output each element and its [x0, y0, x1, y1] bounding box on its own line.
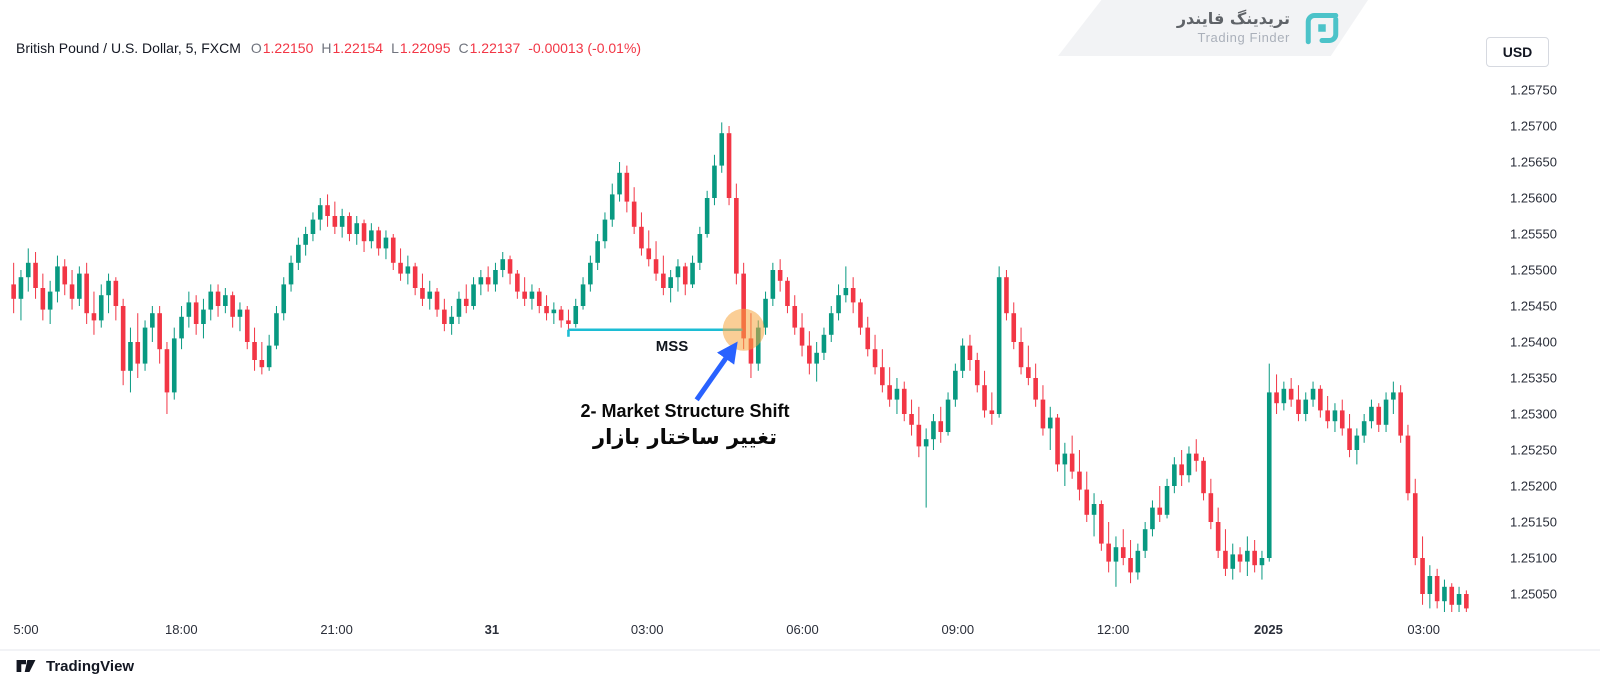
- svg-text:1.25700: 1.25700: [1510, 119, 1557, 134]
- svg-text:1.25750: 1.25750: [1510, 83, 1557, 98]
- svg-text:1.25250: 1.25250: [1510, 443, 1557, 458]
- currency-button[interactable]: USD: [1486, 37, 1549, 67]
- tradingview-brand-label[interactable]: TradingView: [46, 657, 135, 675]
- trading-finder-logo-icon: [1305, 13, 1339, 45]
- brand-watermark-band: [1058, 0, 1368, 56]
- svg-text:1.25350: 1.25350: [1510, 371, 1557, 386]
- tradingview-attribution: TradingView: [14, 654, 134, 678]
- svg-text:12:00: 12:00: [1097, 622, 1130, 637]
- trading-finder-name-en: Trading Finder: [1197, 29, 1290, 45]
- market-structure-shift-label: 2- Market Structure Shift: [580, 401, 790, 421]
- trading-finder-brand: تریدینگ فایندر Trading Finder: [1177, 8, 1342, 48]
- svg-text:1.25600: 1.25600: [1510, 191, 1557, 206]
- svg-text:5:00: 5:00: [13, 622, 38, 637]
- high-label: H: [321, 40, 332, 56]
- pointer-arrow[interactable]: [694, 341, 738, 402]
- trading-finder-name-fa: تریدینگ فایندر: [1176, 9, 1290, 29]
- low-label: L: [391, 40, 399, 56]
- svg-text:2025: 2025: [1254, 622, 1283, 637]
- svg-text:1.25650: 1.25650: [1510, 155, 1557, 170]
- svg-text:1.25500: 1.25500: [1510, 263, 1557, 278]
- tradingview-logo-icon[interactable]: [14, 654, 38, 678]
- svg-text:09:00: 09:00: [942, 622, 975, 637]
- svg-text:03:00: 03:00: [1407, 622, 1440, 637]
- time-axis[interactable]: 5:00 18:00 21:00 31 03:00 06:00 09:00 12:00 2025…: [13, 622, 1440, 637]
- market-structure-shift-label-fa: تغییر ساختار بازار: [593, 425, 777, 449]
- candles: [11, 122, 1469, 612]
- close-label: C: [458, 40, 469, 56]
- svg-text:21:00: 21:00: [320, 622, 353, 637]
- svg-text:1.25550: 1.25550: [1510, 227, 1557, 242]
- ohlc-readout: O 1.22150 H 1.22154 L 1.22095 C 1.22137 -0.0…: [251, 40, 641, 56]
- svg-text:1.25200: 1.25200: [1510, 479, 1557, 494]
- mss-line-drawing[interactable]: [567, 328, 743, 337]
- close-value: 1.22137: [469, 40, 521, 56]
- svg-text:06:00: 06:00: [786, 622, 819, 637]
- mss-label: MSS: [655, 338, 689, 355]
- svg-text:1.25450: 1.25450: [1510, 299, 1557, 314]
- svg-text:1.25100: 1.25100: [1510, 551, 1557, 566]
- symbol-info-bar: British Pound / U.S. Dollar, 5, FXCM O 1.…: [16, 40, 641, 56]
- high-value: 1.22154: [332, 40, 384, 56]
- change-value: -0.00013 (-0.01%): [528, 40, 642, 56]
- svg-text:03:00: 03:00: [631, 622, 664, 637]
- symbol-name: British Pound / U.S. Dollar, 5, FXCM: [16, 40, 241, 56]
- svg-text:1.25400: 1.25400: [1510, 335, 1557, 350]
- svg-text:1.25150: 1.25150: [1510, 515, 1557, 530]
- price-axis[interactable]: 1.25750 1.25700 1.25650 1.25600 1.25550 1.255…: [1510, 83, 1557, 602]
- svg-text:31: 31: [485, 622, 499, 637]
- svg-text:1.25050: 1.25050: [1510, 587, 1557, 602]
- open-label: O: [250, 40, 262, 56]
- svg-text:1.25300: 1.25300: [1510, 407, 1557, 422]
- open-value: 1.22150: [262, 40, 314, 56]
- svg-text:18:00: 18:00: [165, 622, 198, 637]
- highlight-circle[interactable]: [722, 308, 765, 351]
- low-value: 1.22095: [399, 40, 451, 56]
